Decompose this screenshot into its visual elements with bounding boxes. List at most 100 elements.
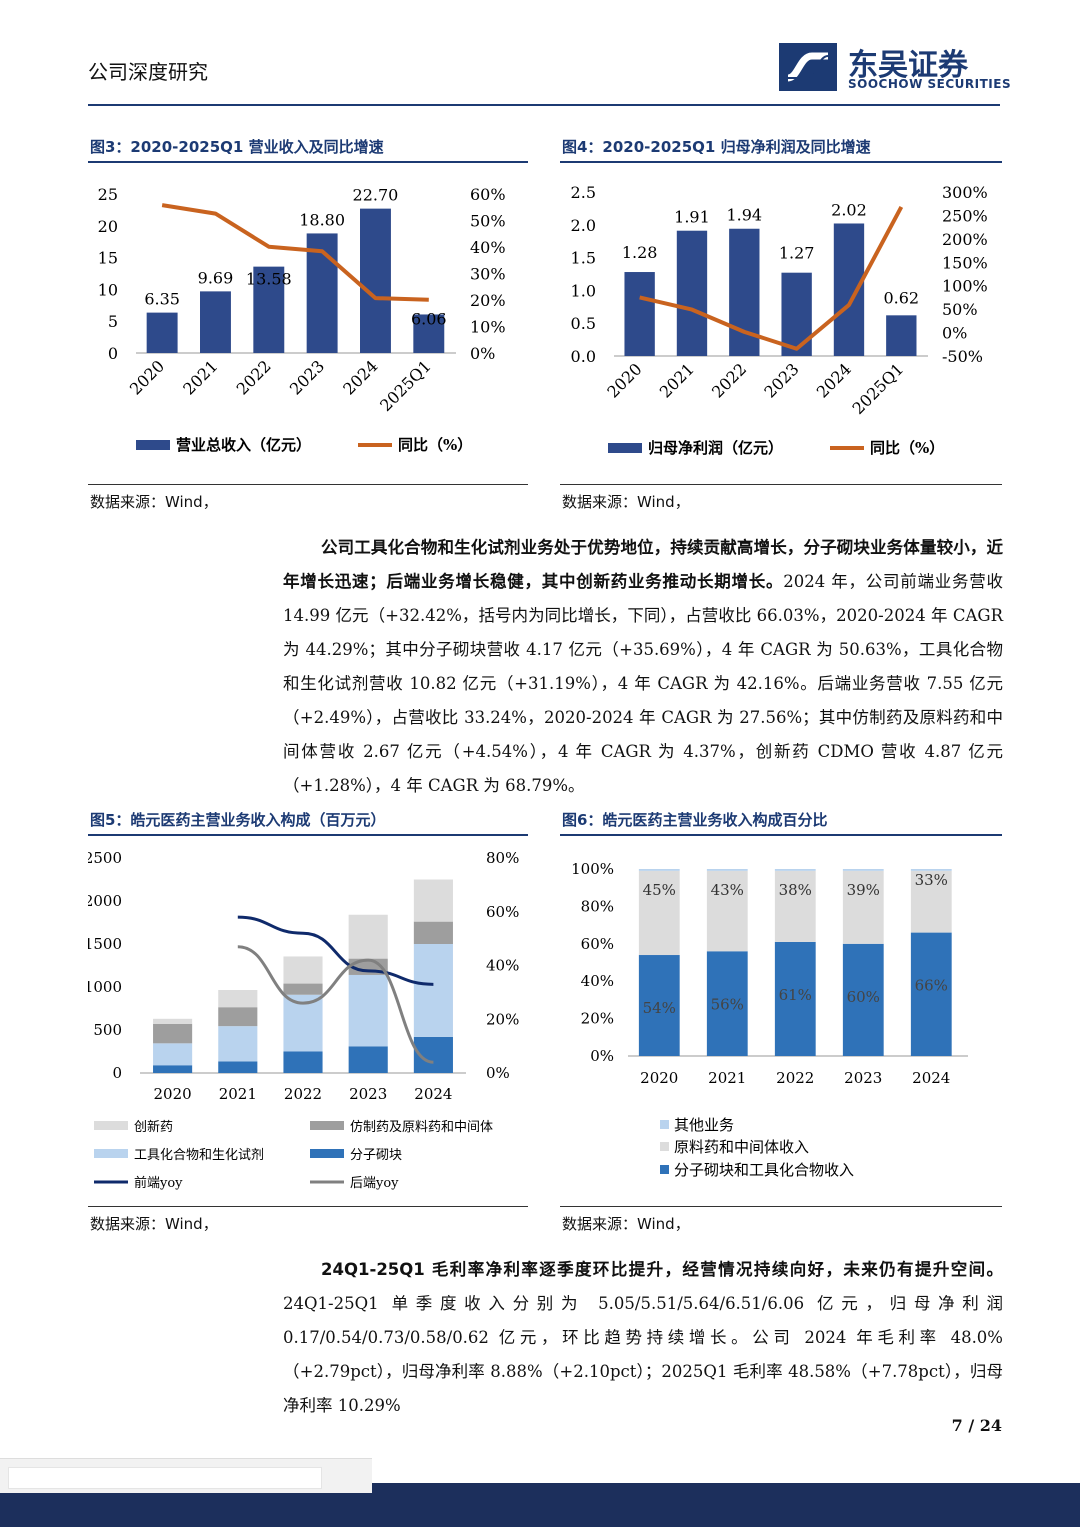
bar-segment-generics bbox=[218, 1007, 258, 1027]
legend-bar-swatch bbox=[608, 443, 642, 453]
bar-data-label: 1.27 bbox=[779, 244, 815, 263]
x-tick-label: 2025Q1 bbox=[849, 359, 908, 418]
y-left-tick-label: 500 bbox=[93, 1021, 122, 1039]
brand-logo-icon bbox=[779, 43, 837, 91]
legend-swatch bbox=[310, 1149, 344, 1158]
bar bbox=[360, 208, 391, 353]
bar-data-label: 1.91 bbox=[674, 208, 710, 227]
x-tick-label: 2025Q1 bbox=[376, 356, 435, 415]
x-tick-label: 2024 bbox=[414, 1085, 452, 1103]
fig4-source: 数据来源：Wind， bbox=[562, 493, 690, 511]
y-left-tick-label: 1000 bbox=[88, 978, 122, 996]
para2-lead: 24Q1-25Q1 毛利率净利率逐季度环比提升，经营情况持续向好，未来仍有提升空… bbox=[321, 1260, 1003, 1279]
y-left-tick-label: 25 bbox=[98, 185, 118, 204]
y-right-tick-label: 0% bbox=[942, 324, 967, 343]
bar-data-label: 6.35 bbox=[144, 290, 180, 309]
legend-line-label: 同比（%） bbox=[870, 439, 944, 457]
y-right-tick-label: 80% bbox=[486, 849, 519, 867]
bar-data-label: 66% bbox=[915, 977, 948, 995]
brand-name-en: SOOCHOW SECURITIES bbox=[848, 77, 1012, 91]
yoy-line bbox=[639, 206, 904, 351]
bar-data-label: 38% bbox=[779, 881, 812, 899]
bar-data-label: 1.94 bbox=[726, 206, 762, 225]
y-right-tick-label: 60% bbox=[486, 903, 519, 921]
legend-line-label: 同比（%） bbox=[398, 436, 472, 454]
x-tick-label: 2023 bbox=[760, 359, 802, 401]
legend-swatch bbox=[660, 1120, 669, 1129]
y-left-tick-label: 2500 bbox=[88, 849, 122, 867]
fig4-title: 图4：2020-2025Q1 归母净利润及同比增速 bbox=[562, 138, 871, 156]
fig6-title: 图6：皓元医药主营业务收入构成百分比 bbox=[562, 811, 828, 829]
legend-label: 仿制药及原料药和中间体 bbox=[350, 1120, 493, 1135]
y-right-tick-label: 50% bbox=[470, 212, 506, 231]
bar bbox=[833, 223, 865, 356]
bar-segment-tool-compounds bbox=[153, 1043, 193, 1066]
x-tick-label: 2022 bbox=[776, 1069, 814, 1087]
fig4-title-rule bbox=[560, 161, 1002, 163]
brand-name-cn: 东吴证券 bbox=[848, 48, 968, 83]
back-end-yoy-line bbox=[237, 945, 434, 1064]
brand-logo: 东吴证券 SOOCHOW SECURITIES bbox=[778, 42, 1012, 94]
bar-segment-api-intermediates bbox=[774, 870, 816, 942]
bar-segment-building-blocks-tools bbox=[706, 951, 748, 1056]
y-tick-label: 0% bbox=[590, 1047, 614, 1065]
legend-label: 分子砌块和工具化合物收入 bbox=[674, 1161, 854, 1179]
legend-swatch bbox=[660, 1165, 669, 1174]
bar-data-label: 18.80 bbox=[299, 210, 345, 229]
bar-segment-api-intermediates bbox=[706, 870, 748, 952]
header-rule bbox=[88, 104, 1000, 106]
bar bbox=[413, 314, 445, 353]
x-tick-label: 2022 bbox=[233, 356, 275, 398]
bar bbox=[200, 291, 231, 353]
legend-label: 分子砌块 bbox=[350, 1148, 402, 1163]
fig5-title-rule bbox=[88, 834, 528, 836]
bar-segment-building-blocks bbox=[283, 1051, 323, 1073]
para1-body: 2024 年，公司前端业务营收 14.99 亿元（+32.42%，括号内为同比增… bbox=[283, 572, 1003, 795]
x-tick-label: 2024 bbox=[912, 1069, 950, 1087]
y-tick-label: 80% bbox=[581, 897, 614, 915]
legend-label: 后端yoy bbox=[350, 1176, 399, 1191]
legend-label: 创新药 bbox=[134, 1119, 173, 1135]
para2-body: 24Q1-25Q1 单季度收入分别为 5.05/5.51/5.64/6.51/6… bbox=[283, 1294, 1003, 1415]
bar-segment-tool-compounds bbox=[348, 974, 388, 1047]
legend-bar-label: 归母净利润（亿元） bbox=[648, 439, 783, 457]
bar bbox=[676, 230, 708, 356]
bar-data-label: 45% bbox=[643, 881, 676, 899]
y-left-tick-label: 0.5 bbox=[571, 314, 596, 333]
y-right-tick-label: 30% bbox=[470, 265, 506, 284]
bar-segment-other bbox=[774, 869, 816, 871]
bar bbox=[886, 315, 917, 356]
footer-input-box bbox=[8, 1467, 322, 1489]
y-right-tick-label: 200% bbox=[942, 230, 988, 249]
fig4-bottom-rule bbox=[560, 484, 1002, 485]
y-tick-label: 20% bbox=[581, 1010, 614, 1028]
bar-segment-tool-compounds bbox=[218, 1026, 258, 1062]
bar-data-label: 2.02 bbox=[831, 200, 867, 219]
y-left-tick-label: 1500 bbox=[88, 935, 122, 953]
bar bbox=[253, 266, 285, 353]
front-end-yoy-line bbox=[237, 915, 434, 986]
y-right-tick-label: 0% bbox=[486, 1064, 510, 1082]
y-left-tick-label: 2000 bbox=[88, 892, 122, 910]
fig6-chart: 100% 80% 60% 40% 20% 0% 54% 45% 2020 56% 43% 2021 61… bbox=[571, 860, 968, 1179]
y-left-tick-label: 0 bbox=[112, 1064, 122, 1082]
y-right-tick-label: 150% bbox=[942, 253, 988, 272]
y-left-tick-label: 0 bbox=[108, 344, 118, 363]
legend-bar-swatch bbox=[136, 440, 170, 450]
bar-segment-innovative bbox=[218, 990, 258, 1008]
footer-panel bbox=[0, 1458, 372, 1493]
bar-segment-building-blocks-tools bbox=[638, 955, 680, 1056]
y-left-tick-label: 1.0 bbox=[571, 281, 596, 300]
y-tick-label: 60% bbox=[581, 935, 614, 953]
fig6-title-rule bbox=[560, 834, 1002, 836]
y-left-tick-label: 10 bbox=[98, 280, 118, 299]
legend-label: 其他业务 bbox=[674, 1116, 734, 1134]
x-tick-label: 2020 bbox=[154, 1085, 192, 1103]
x-tick-label: 2023 bbox=[349, 1085, 387, 1103]
bar-segment-tool-compounds bbox=[413, 944, 453, 1037]
legend-swatch bbox=[660, 1142, 669, 1151]
fig6-bottom-rule bbox=[560, 1206, 1002, 1207]
fig3-title-rule bbox=[88, 161, 528, 163]
fig3-bottom-rule bbox=[88, 484, 528, 485]
x-tick-label: 2021 bbox=[179, 356, 221, 398]
